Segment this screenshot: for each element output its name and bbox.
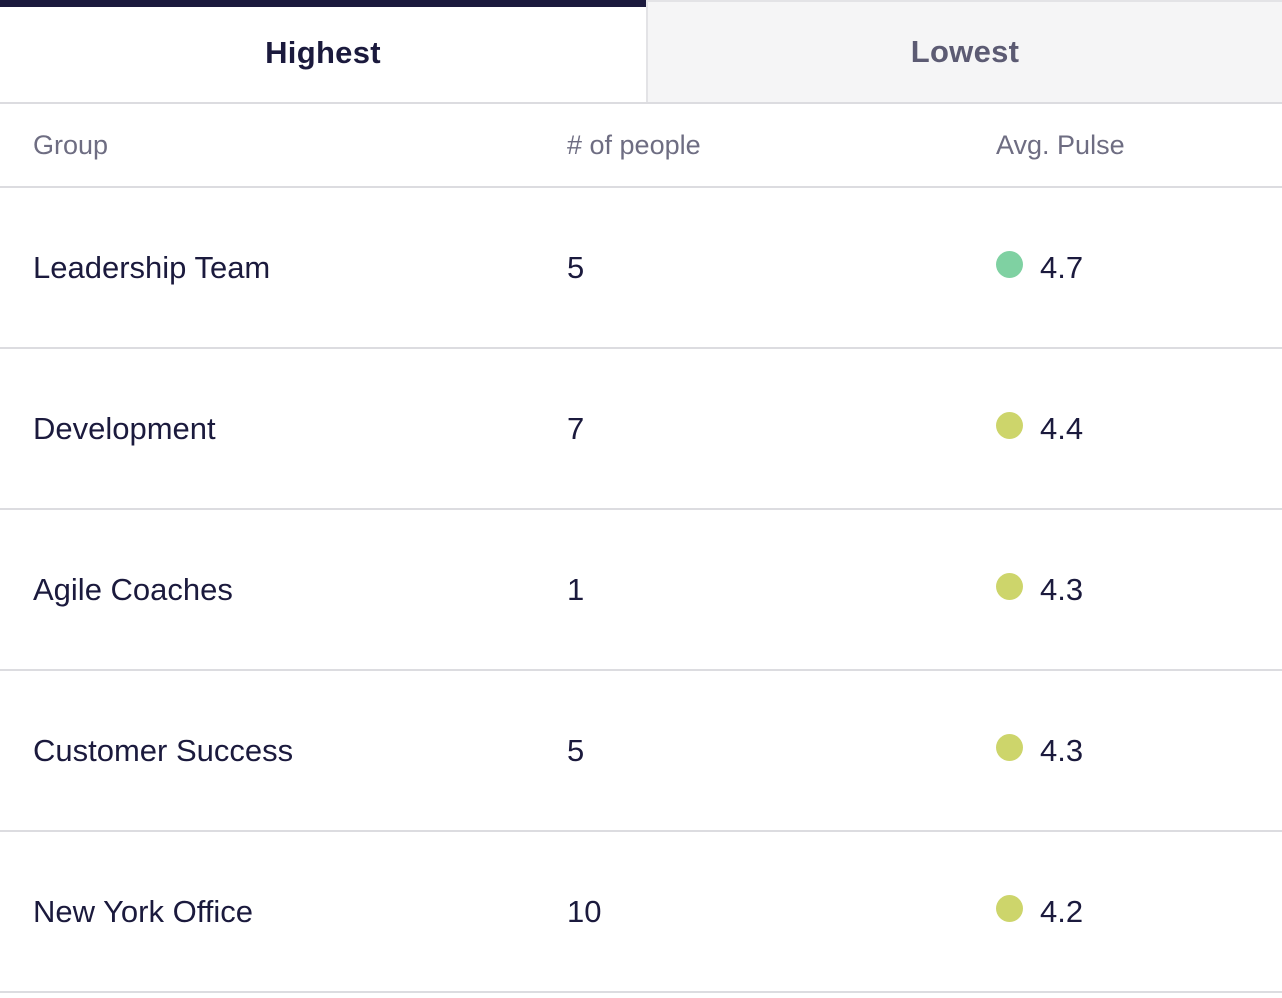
pulse-status-dot-icon	[996, 251, 1023, 278]
avg-pulse-value: 4.4	[1040, 410, 1084, 446]
avg-pulse-cell: 4.2	[996, 832, 1083, 991]
column-header-avg-pulse[interactable]: Avg. Pulse	[996, 129, 1125, 160]
avg-pulse-cell: 4.4	[996, 349, 1083, 508]
table-row[interactable]: Leadership Team 5 4.7	[0, 188, 1282, 349]
avg-pulse-value: 4.2	[1040, 893, 1084, 929]
avg-pulse-value: 4.7	[1040, 249, 1084, 285]
avg-pulse-value: 4.3	[1040, 571, 1084, 607]
group-name: Leadership Team	[33, 249, 271, 285]
people-count: 5	[567, 732, 585, 768]
column-header-group[interactable]: Group	[33, 129, 109, 160]
groups-table: Group # of people Avg. Pulse Leadership …	[0, 104, 1282, 993]
pulse-status-dot-icon	[996, 734, 1023, 761]
table-row[interactable]: New York Office 10 4.2	[0, 832, 1282, 993]
group-name: Development	[33, 410, 216, 446]
tab-lowest-label: Lowest	[910, 34, 1020, 69]
tab-lowest[interactable]: Lowest	[646, 0, 1282, 102]
avg-pulse-cell: 4.7	[996, 188, 1083, 347]
group-name: Agile Coaches	[33, 571, 233, 607]
table-row[interactable]: Agile Coaches 1 4.3	[0, 510, 1282, 671]
group-name: New York Office	[33, 893, 253, 929]
pulse-status-dot-icon	[996, 412, 1023, 439]
tab-highest-label: Highest	[265, 34, 381, 70]
people-count: 10	[567, 893, 602, 929]
group-name: Customer Success	[33, 732, 294, 768]
avg-pulse-value: 4.3	[1040, 732, 1084, 768]
table-row[interactable]: Development 7 4.4	[0, 349, 1282, 510]
tab-bar: Highest Lowest	[0, 0, 1282, 104]
table-row[interactable]: Customer Success 5 4.3	[0, 671, 1282, 832]
table-header: Group # of people Avg. Pulse	[0, 104, 1282, 188]
avg-pulse-cell: 4.3	[996, 671, 1083, 830]
pulse-status-dot-icon	[996, 573, 1023, 600]
people-count: 5	[567, 249, 585, 285]
people-count: 1	[567, 571, 585, 607]
avg-pulse-cell: 4.3	[996, 510, 1083, 669]
pulse-status-dot-icon	[996, 895, 1023, 922]
people-count: 7	[567, 410, 585, 446]
column-header-people[interactable]: # of people	[567, 129, 701, 160]
tab-highest[interactable]: Highest	[0, 0, 646, 102]
